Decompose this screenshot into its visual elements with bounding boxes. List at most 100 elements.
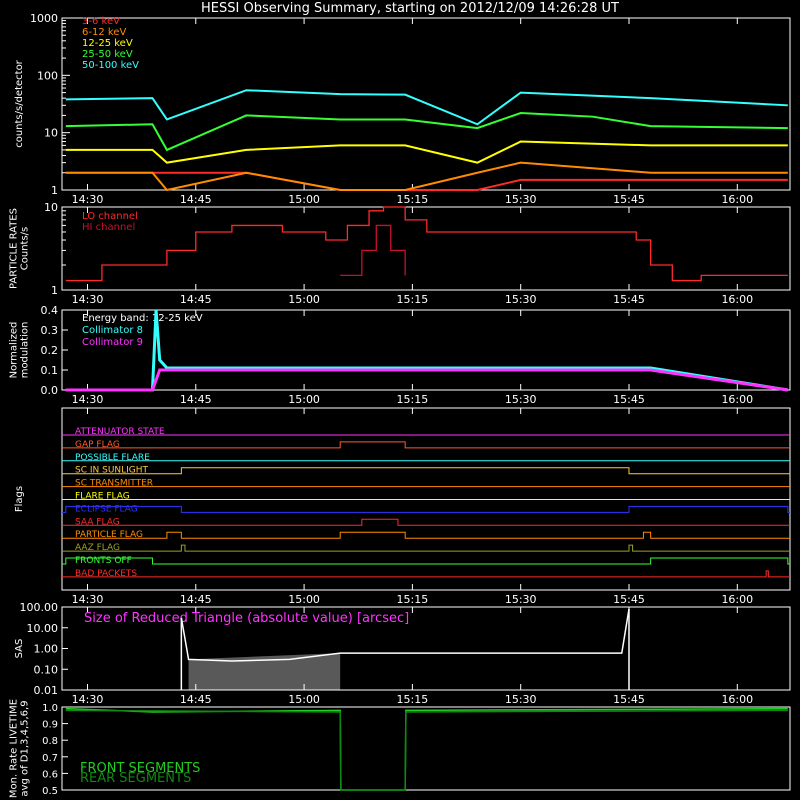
x-tick-label: 15:30 [505, 693, 537, 706]
panel-annotation: Size of Reduced Triangle (absolute value… [84, 611, 409, 626]
y-axis-label: counts/s/detector [14, 59, 25, 147]
x-tick-label: 15:30 [505, 393, 537, 406]
x-tick-label: 16:00 [721, 593, 753, 606]
flag-label: ECLIPSE FLAG [75, 504, 138, 514]
legend-entry: Collimator 8 [82, 325, 143, 336]
x-tick-label: 14:45 [180, 593, 212, 606]
x-tick-label: 14:45 [180, 193, 212, 206]
x-tick-label: 15:00 [288, 693, 320, 706]
series-line-REAR-SEGMENTS [65, 709, 788, 791]
y-tick-label: 1000 [30, 12, 58, 25]
y-axis-label: avg of D1,3,4,5,6,9 [20, 700, 31, 796]
x-tick-label: 15:45 [613, 593, 645, 606]
x-tick-label: 15:30 [505, 293, 537, 306]
x-tick-label: 15:45 [613, 693, 645, 706]
flag-label: GAP FLAG [75, 440, 120, 450]
y-axis-label: Normalized [9, 322, 20, 379]
flag-line [62, 518, 790, 526]
y-tick-label: 1.00 [34, 643, 59, 656]
y-tick-label: 1 [51, 284, 58, 297]
y-tick-label: 10 [44, 201, 58, 214]
y-tick-label: 0.10 [34, 663, 59, 676]
flag-line [62, 544, 790, 552]
series-line-6-12-keV [65, 161, 788, 192]
y-tick-label: 1.0 [42, 703, 58, 714]
x-tick-label: 16:00 [721, 193, 753, 206]
x-tick-label: 14:30 [72, 193, 104, 206]
y-axis-label: Flags [14, 486, 25, 512]
x-tick-label: 15:15 [397, 193, 429, 206]
flag-label: SC IN SUNLIGHT [75, 466, 149, 476]
y-tick-label: 0.2 [41, 344, 59, 357]
flag-line [62, 467, 790, 475]
x-tick-label: 16:00 [721, 393, 753, 406]
x-tick-label: 15:15 [397, 593, 429, 606]
y-tick-label: 100.00 [20, 601, 59, 614]
flag-line [62, 531, 790, 539]
y-tick-label: 0.8 [42, 736, 58, 747]
series-line-HI-channel [340, 224, 406, 277]
flag-line [62, 557, 790, 565]
flag-label: FRONTS OFF [75, 556, 132, 566]
y-tick-label: 0.4 [41, 304, 59, 317]
legend-entry: HI channel [82, 222, 135, 233]
legend-entry: FRONT SEGMENTS [80, 761, 200, 776]
legend-entry: 25-50 keV [82, 49, 133, 60]
x-tick-label: 15:15 [397, 693, 429, 706]
flag-line [62, 505, 790, 513]
flag-label: FLARE FLAG [75, 492, 130, 502]
y-axis-label: Mon. Rate LIVETIME [9, 699, 20, 798]
x-tick-label: 14:30 [72, 293, 104, 306]
panel-frame [61, 706, 791, 791]
panel-frame [61, 206, 791, 291]
y-tick-label: 0.3 [41, 324, 59, 337]
legend-entry: 6-12 keV [82, 27, 126, 38]
flag-label: SC TRANSMITTER [75, 479, 153, 489]
flag-label: POSSIBLE FLARE [75, 453, 150, 463]
y-tick-label: 0.1 [41, 364, 59, 377]
legend-entry: 50-100 keV [82, 60, 139, 71]
x-tick-label: 15:00 [288, 293, 320, 306]
y-tick-label: 0.7 [42, 753, 58, 764]
y-tick-label: 10.00 [27, 622, 59, 635]
y-axis-label: SAS [14, 639, 25, 659]
legend-entry: REAR SEGMENTS [80, 771, 191, 786]
legend-entry: 3-6 keV [82, 16, 120, 27]
panel-annotation: Energy band: 12-25 keV [82, 313, 203, 324]
x-tick-label: 15:15 [397, 293, 429, 306]
figure-title: HESSI Observing Summary, starting on 201… [201, 1, 619, 16]
y-axis-label: Counts/s [20, 227, 31, 271]
series-line-LO-channel [65, 206, 788, 282]
legend-entry: Collimator 9 [82, 337, 143, 348]
flag-label: ATTENUATOR STATE [75, 427, 165, 437]
x-tick-label: 15:15 [397, 393, 429, 406]
y-axis-label: PARTICLE RATES [9, 208, 20, 289]
x-tick-label: 16:00 [721, 293, 753, 306]
flag-label: BAD PACKETS [75, 569, 137, 579]
x-tick-label: 15:45 [613, 393, 645, 406]
x-tick-label: 15:00 [288, 193, 320, 206]
series-line-25-50-keV [65, 112, 788, 152]
legend-entry: LO channel [82, 211, 138, 222]
y-tick-label: 0.9 [42, 720, 58, 731]
y-tick-label: 1 [51, 184, 58, 197]
y-tick-label: 0.6 [42, 769, 58, 780]
x-tick-label: 14:45 [180, 393, 212, 406]
x-tick-label: 16:00 [721, 693, 753, 706]
y-tick-label: 10 [44, 127, 58, 140]
flag-line [62, 441, 790, 449]
legend-entry: 12-25 keV [82, 38, 133, 49]
series-line-Collimator-9 [65, 368, 789, 392]
x-tick-label: 15:30 [505, 193, 537, 206]
y-tick-label: 0.5 [42, 786, 58, 797]
x-tick-label: 15:30 [505, 593, 537, 606]
x-tick-label: 14:30 [72, 693, 104, 706]
x-tick-label: 14:45 [180, 693, 212, 706]
sas-scatter-band [188, 653, 341, 690]
series-line-12-25-keV [65, 140, 788, 164]
series-line-50-100-keV [65, 89, 788, 126]
series-line-Collimator-8 [65, 309, 789, 392]
x-tick-label: 15:00 [288, 393, 320, 406]
x-tick-label: 15:45 [613, 193, 645, 206]
